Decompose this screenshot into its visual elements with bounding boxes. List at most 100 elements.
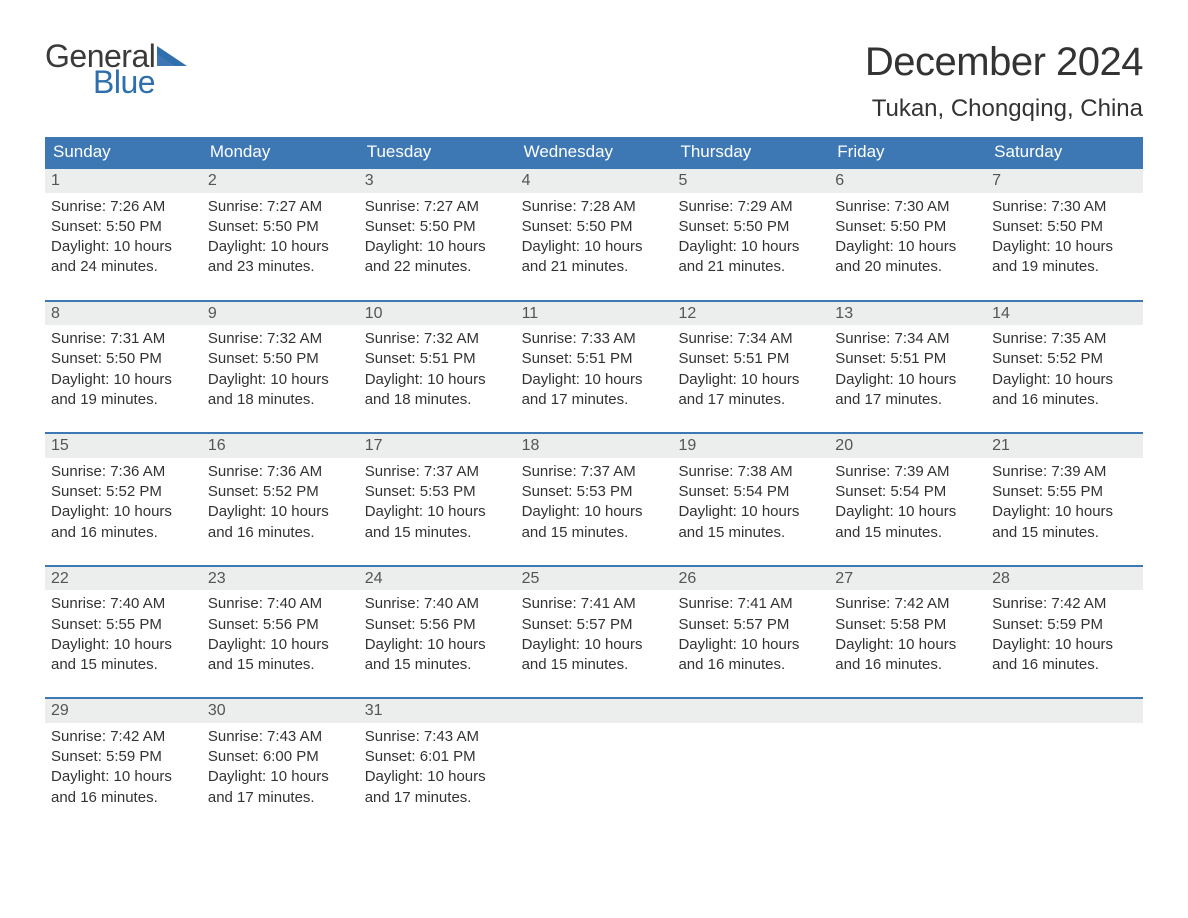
day-cell: 7Sunrise: 7:30 AMSunset: 5:50 PMDaylight… — [986, 169, 1143, 282]
weeks-container: 1Sunrise: 7:26 AMSunset: 5:50 PMDaylight… — [45, 167, 1143, 812]
day-cell: 5Sunrise: 7:29 AMSunset: 5:50 PMDaylight… — [672, 169, 829, 282]
sunrise-text: Sunrise: 7:39 AM — [835, 462, 980, 482]
sunrise-text: Sunrise: 7:33 AM — [522, 329, 667, 349]
daylight-text: Daylight: 10 hours and 22 minutes. — [365, 237, 510, 278]
dow-cell: Friday — [829, 137, 986, 167]
day-number: 19 — [678, 437, 696, 454]
day-number-row: 1 — [45, 169, 202, 193]
day-number: 13 — [835, 305, 853, 322]
week-row: 15Sunrise: 7:36 AMSunset: 5:52 PMDayligh… — [45, 432, 1143, 547]
daylight-text: Daylight: 10 hours and 18 minutes. — [208, 370, 353, 411]
day-number-row: 6 — [829, 169, 986, 193]
location: Tukan, Chongqing, China — [865, 95, 1143, 123]
daylight-text: Daylight: 10 hours and 15 minutes. — [365, 502, 510, 543]
sunset-text: Sunset: 5:54 PM — [678, 482, 823, 502]
day-number-row: 27 — [829, 567, 986, 591]
day-number: 5 — [678, 172, 687, 189]
daylight-text: Daylight: 10 hours and 16 minutes. — [678, 635, 823, 676]
day-cell: 31Sunrise: 7:43 AMSunset: 6:01 PMDayligh… — [359, 699, 516, 812]
day-number-row: 19 — [672, 434, 829, 458]
day-number-row: 13 — [829, 302, 986, 326]
day-number: 24 — [365, 570, 383, 587]
day-number-row: 29 — [45, 699, 202, 723]
sunset-text: Sunset: 5:50 PM — [365, 217, 510, 237]
brand-word-2: Blue — [93, 66, 187, 98]
sunrise-text: Sunrise: 7:38 AM — [678, 462, 823, 482]
day-number-row: 22 — [45, 567, 202, 591]
day-number: 25 — [522, 570, 540, 587]
day-number: 21 — [992, 437, 1010, 454]
daylight-text: Daylight: 10 hours and 17 minutes. — [208, 767, 353, 808]
sunset-text: Sunset: 5:53 PM — [522, 482, 667, 502]
sunrise-text: Sunrise: 7:40 AM — [208, 594, 353, 614]
sunset-text: Sunset: 5:51 PM — [365, 349, 510, 369]
day-number-row — [672, 699, 829, 723]
day-cell: 1Sunrise: 7:26 AMSunset: 5:50 PMDaylight… — [45, 169, 202, 282]
day-number: 2 — [208, 172, 217, 189]
day-cell — [829, 699, 986, 812]
sunset-text: Sunset: 5:59 PM — [51, 747, 196, 767]
day-number-row: 18 — [516, 434, 673, 458]
sunset-text: Sunset: 5:54 PM — [835, 482, 980, 502]
day-number: 6 — [835, 172, 844, 189]
sunset-text: Sunset: 5:55 PM — [51, 615, 196, 635]
day-number: 9 — [208, 305, 217, 322]
day-number-row: 25 — [516, 567, 673, 591]
day-number: 18 — [522, 437, 540, 454]
sunrise-text: Sunrise: 7:32 AM — [208, 329, 353, 349]
sunrise-text: Sunrise: 7:27 AM — [208, 197, 353, 217]
calendar: SundayMondayTuesdayWednesdayThursdayFrid… — [45, 137, 1143, 812]
day-number: 22 — [51, 570, 69, 587]
sunset-text: Sunset: 5:50 PM — [835, 217, 980, 237]
brand-logo: General Blue — [45, 40, 187, 98]
daylight-text: Daylight: 10 hours and 16 minutes. — [992, 370, 1137, 411]
day-cell: 20Sunrise: 7:39 AMSunset: 5:54 PMDayligh… — [829, 434, 986, 547]
day-number-row — [829, 699, 986, 723]
daylight-text: Daylight: 10 hours and 16 minutes. — [208, 502, 353, 543]
sunset-text: Sunset: 5:51 PM — [835, 349, 980, 369]
sunrise-text: Sunrise: 7:30 AM — [835, 197, 980, 217]
sunrise-text: Sunrise: 7:39 AM — [992, 462, 1137, 482]
sunrise-text: Sunrise: 7:41 AM — [522, 594, 667, 614]
sunrise-text: Sunrise: 7:42 AM — [835, 594, 980, 614]
daylight-text: Daylight: 10 hours and 19 minutes. — [992, 237, 1137, 278]
sunrise-text: Sunrise: 7:40 AM — [51, 594, 196, 614]
day-cell: 25Sunrise: 7:41 AMSunset: 5:57 PMDayligh… — [516, 567, 673, 680]
sunrise-text: Sunrise: 7:28 AM — [522, 197, 667, 217]
day-cell: 19 Sunrise: 7:38 AMSunset: 5:54 PMDayligh… — [672, 434, 829, 547]
sunset-text: Sunset: 5:50 PM — [208, 217, 353, 237]
day-number-row: 15 — [45, 434, 202, 458]
day-cell: 12Sunrise: 7:34 AMSunset: 5:51 PMDayligh… — [672, 302, 829, 415]
daylight-text: Daylight: 10 hours and 15 minutes. — [992, 502, 1137, 543]
day-cell: 2Sunrise: 7:27 AMSunset: 5:50 PMDaylight… — [202, 169, 359, 282]
daylight-text: Daylight: 10 hours and 16 minutes. — [992, 635, 1137, 676]
sunset-text: Sunset: 6:00 PM — [208, 747, 353, 767]
day-number-row: 24 — [359, 567, 516, 591]
week-row: 8Sunrise: 7:31 AMSunset: 5:50 PMDaylight… — [45, 300, 1143, 415]
dow-cell: Monday — [202, 137, 359, 167]
sunset-text: Sunset: 5:52 PM — [208, 482, 353, 502]
day-number: 27 — [835, 570, 853, 587]
month-title: December 2024 — [865, 40, 1143, 85]
day-cell: 28Sunrise: 7:42 AMSunset: 5:59 PMDayligh… — [986, 567, 1143, 680]
sunset-text: Sunset: 5:58 PM — [835, 615, 980, 635]
day-number: 16 — [208, 437, 226, 454]
daylight-text: Daylight: 10 hours and 24 minutes. — [51, 237, 196, 278]
sunset-text: Sunset: 5:52 PM — [992, 349, 1137, 369]
day-number: 28 — [992, 570, 1010, 587]
daylight-text: Daylight: 10 hours and 17 minutes. — [835, 370, 980, 411]
daylight-text: Daylight: 10 hours and 17 minutes. — [522, 370, 667, 411]
day-number: 15 — [51, 437, 69, 454]
sunrise-text: Sunrise: 7:32 AM — [365, 329, 510, 349]
day-number: 23 — [208, 570, 226, 587]
sunrise-text: Sunrise: 7:27 AM — [365, 197, 510, 217]
day-number: 17 — [365, 437, 383, 454]
day-cell: 30Sunrise: 7:43 AMSunset: 6:00 PMDayligh… — [202, 699, 359, 812]
sunset-text: Sunset: 5:59 PM — [992, 615, 1137, 635]
daylight-text: Daylight: 10 hours and 21 minutes. — [522, 237, 667, 278]
sunset-text: Sunset: 5:56 PM — [208, 615, 353, 635]
sunset-text: Sunset: 5:57 PM — [522, 615, 667, 635]
daylight-text: Daylight: 10 hours and 15 minutes. — [678, 502, 823, 543]
day-cell: 6Sunrise: 7:30 AMSunset: 5:50 PMDaylight… — [829, 169, 986, 282]
day-number-row: 31 — [359, 699, 516, 723]
